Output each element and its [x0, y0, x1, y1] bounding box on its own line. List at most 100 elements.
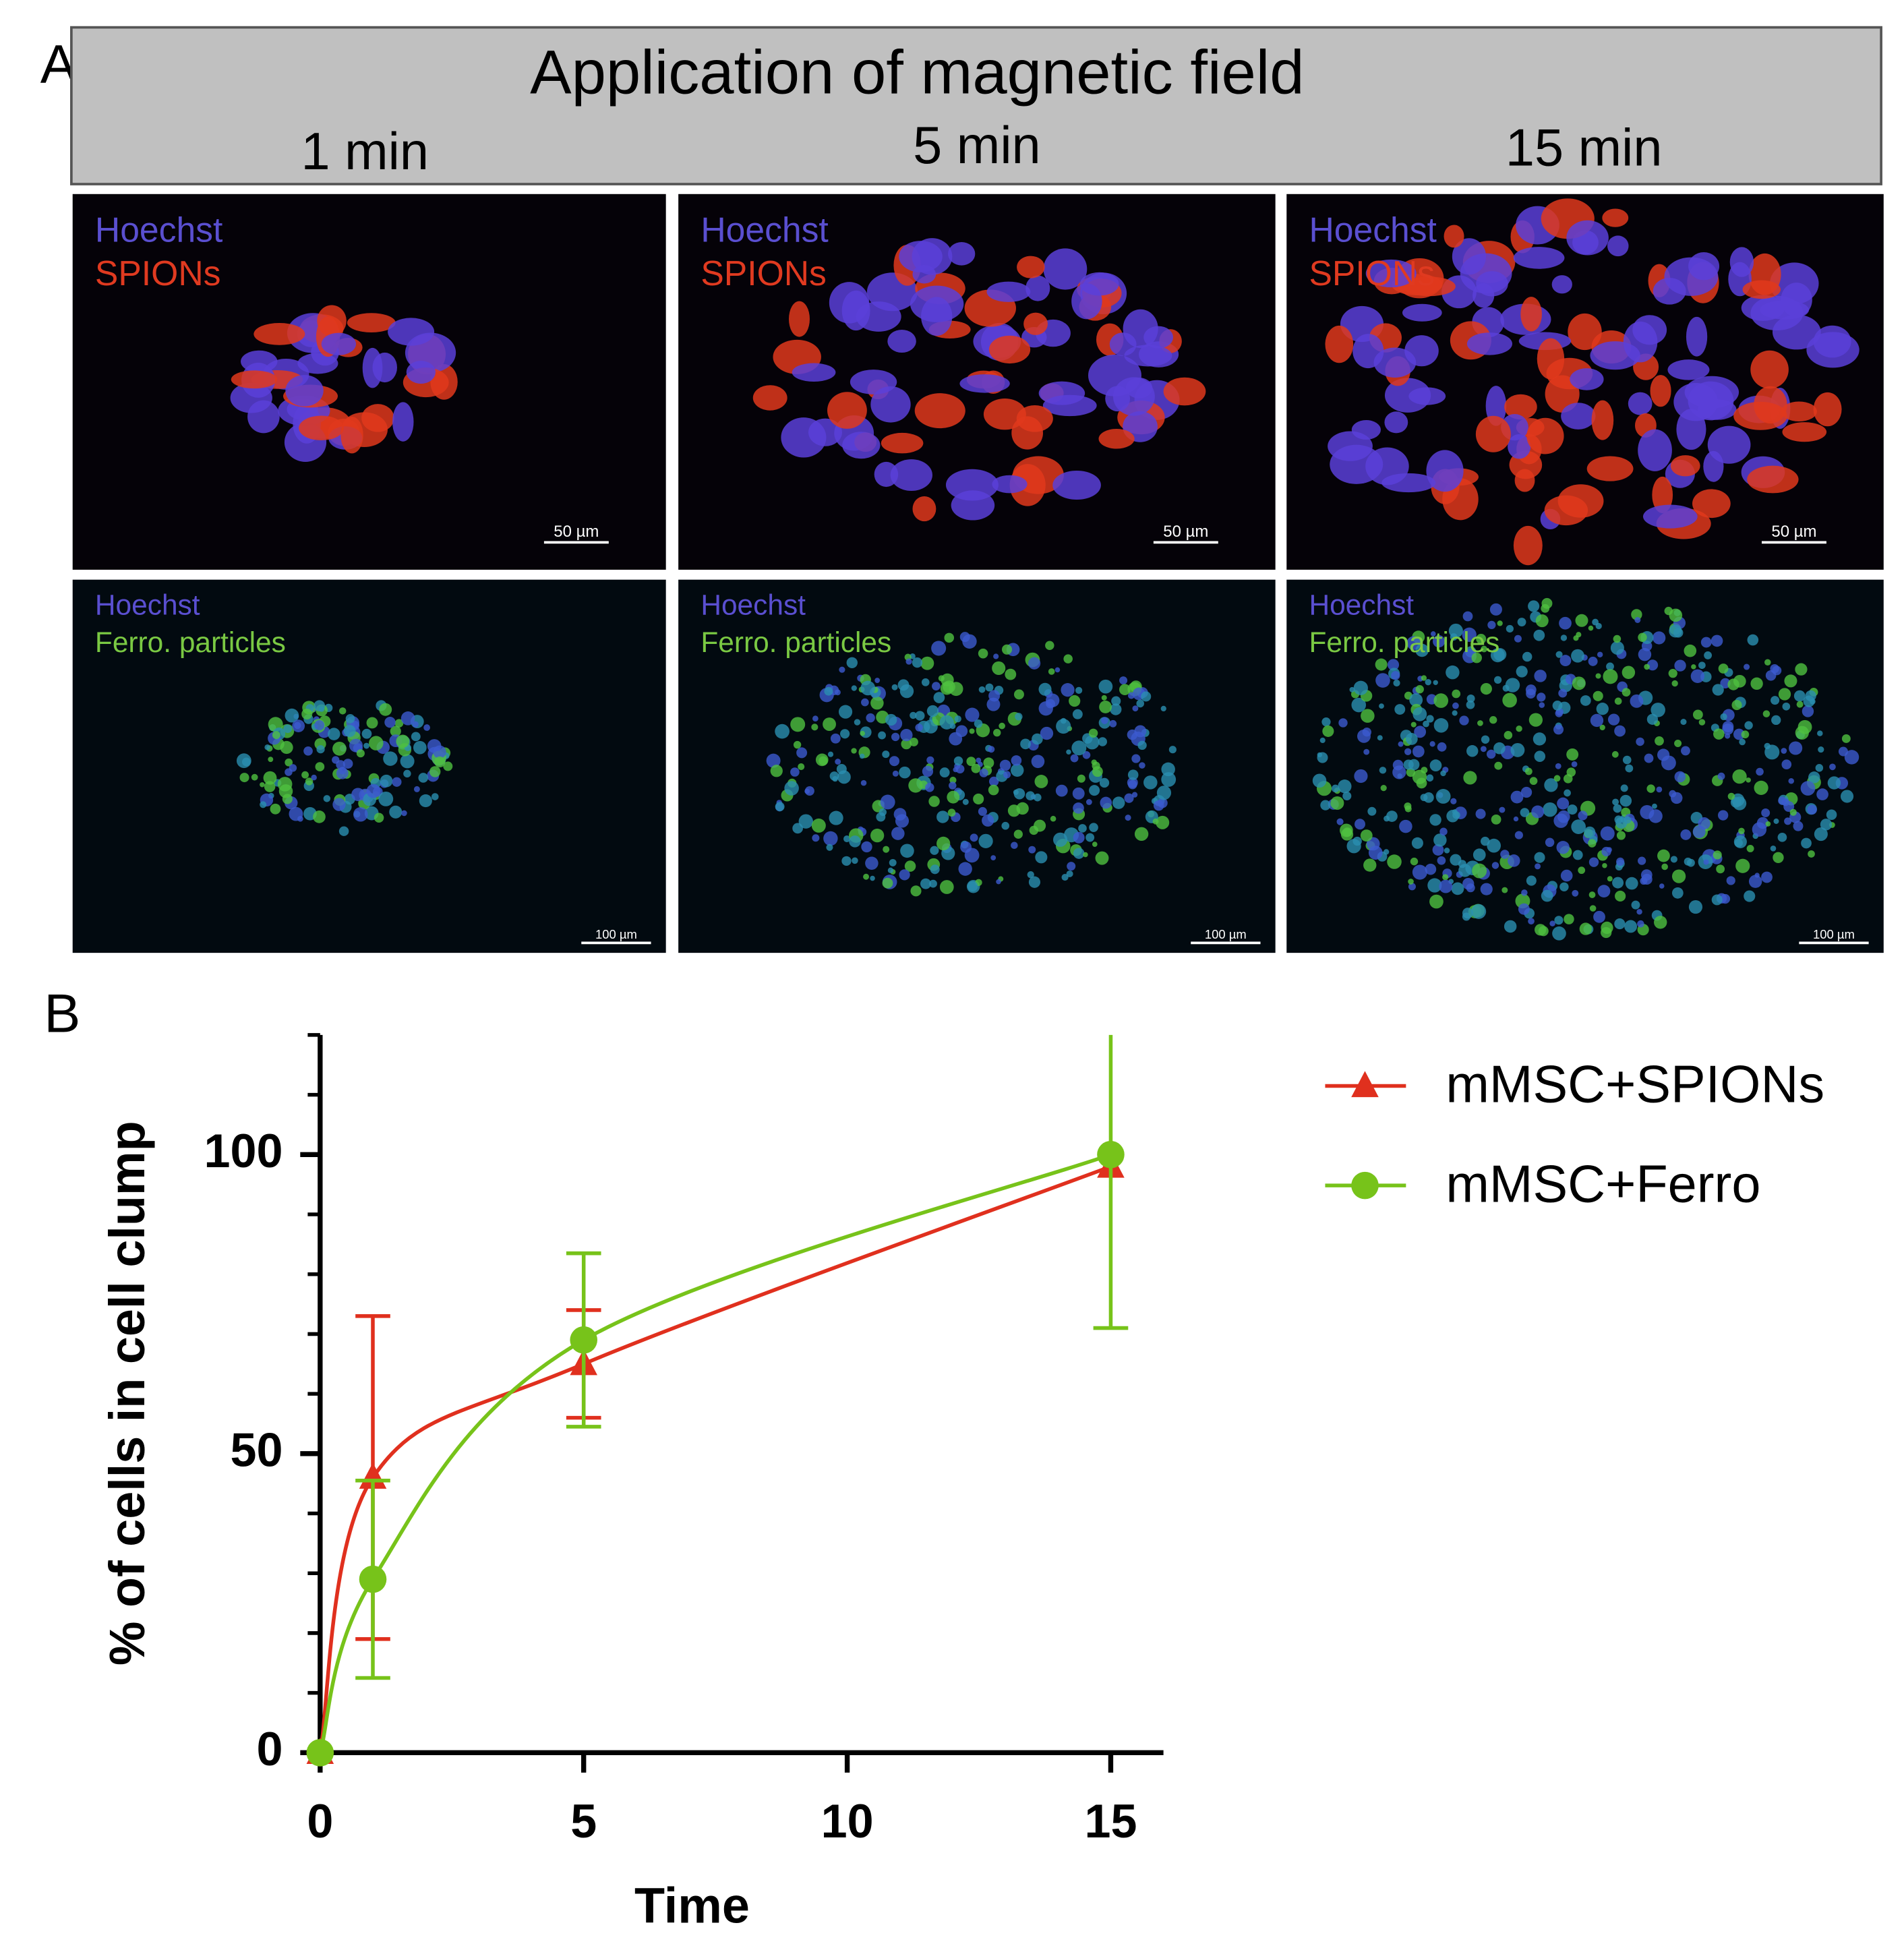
cell [315, 762, 325, 771]
cell [1414, 726, 1427, 738]
cell [936, 836, 951, 851]
cell [870, 828, 885, 843]
cell [1497, 620, 1503, 626]
cell [1526, 417, 1564, 454]
cell [1137, 740, 1147, 750]
cell [944, 632, 955, 643]
cell [431, 793, 439, 800]
cell [1437, 856, 1446, 865]
cell [1475, 808, 1486, 819]
cell [1555, 651, 1563, 658]
cell [332, 741, 347, 756]
cells [1312, 597, 1860, 941]
cell [1452, 238, 1487, 275]
cell [1754, 780, 1768, 795]
cell [1444, 225, 1464, 248]
cell [1731, 700, 1742, 711]
cell [363, 742, 369, 749]
cell [1747, 465, 1799, 494]
cell [390, 726, 401, 737]
cell [403, 769, 411, 778]
cell [1722, 721, 1734, 732]
cell [1539, 702, 1545, 708]
cell [999, 722, 1005, 730]
cell [1820, 819, 1833, 831]
cell [1622, 688, 1631, 697]
cell [1319, 737, 1326, 744]
cell [1161, 762, 1175, 777]
cell [978, 648, 988, 659]
cell [792, 363, 836, 382]
cell [1815, 764, 1824, 772]
cell [1109, 332, 1137, 356]
cell [1450, 854, 1462, 866]
cell [1083, 852, 1088, 858]
cell [338, 826, 349, 836]
cell [423, 724, 431, 731]
cell [418, 773, 429, 783]
cell [1744, 721, 1753, 730]
cell [1402, 276, 1456, 297]
cell [1073, 848, 1085, 859]
cell [1733, 728, 1745, 740]
cell [1826, 809, 1837, 821]
cell [1514, 634, 1522, 643]
cell [1015, 713, 1023, 721]
cell [1720, 893, 1731, 904]
cell [1781, 748, 1787, 754]
cell [1808, 850, 1815, 858]
cell [338, 707, 347, 715]
cell [992, 661, 1006, 675]
cell [1750, 677, 1763, 690]
cell [905, 658, 912, 665]
cell [1061, 683, 1075, 697]
cell [1357, 729, 1371, 743]
cell [277, 777, 293, 792]
cell [1433, 718, 1449, 733]
error-bar [1093, 1034, 1129, 1330]
cell [1452, 710, 1458, 716]
cell [990, 855, 996, 860]
cell [932, 682, 941, 690]
cell [1602, 862, 1607, 868]
cell [904, 860, 916, 872]
scale-bar-label: 50 µm [554, 523, 599, 541]
cell [289, 764, 297, 772]
cell [1634, 617, 1641, 624]
cell [239, 773, 249, 783]
cell [1375, 673, 1390, 688]
cell [1066, 749, 1071, 755]
cell [1687, 858, 1695, 867]
cell [353, 807, 368, 822]
cell [1761, 808, 1771, 817]
stain-label: Hoechst [701, 210, 828, 249]
cell [811, 724, 819, 731]
cell [1446, 809, 1459, 823]
cell [840, 729, 850, 739]
cell [1624, 816, 1632, 824]
cell [1578, 866, 1586, 875]
cell [852, 857, 858, 864]
cell [1840, 790, 1854, 803]
cell [1429, 814, 1441, 826]
cell [1588, 625, 1594, 631]
legend-marker [1351, 1171, 1379, 1200]
cell [1591, 400, 1614, 440]
cell [1425, 863, 1437, 875]
cell [939, 715, 954, 730]
cell [1713, 728, 1725, 740]
cell [1544, 778, 1558, 792]
cell [283, 724, 293, 734]
cell [1001, 821, 1010, 830]
cell [1537, 338, 1565, 380]
cell [893, 808, 907, 821]
cell [1392, 765, 1406, 779]
cell [1648, 809, 1663, 823]
cell [1535, 614, 1549, 628]
cell [1099, 701, 1112, 713]
cell [1124, 793, 1134, 803]
cell [1499, 806, 1506, 813]
cell [826, 844, 833, 851]
chart: 0 50 100 0 5 10 15 Time % of cells in cell clump… [99, 1033, 1824, 1933]
cell [1553, 813, 1568, 828]
